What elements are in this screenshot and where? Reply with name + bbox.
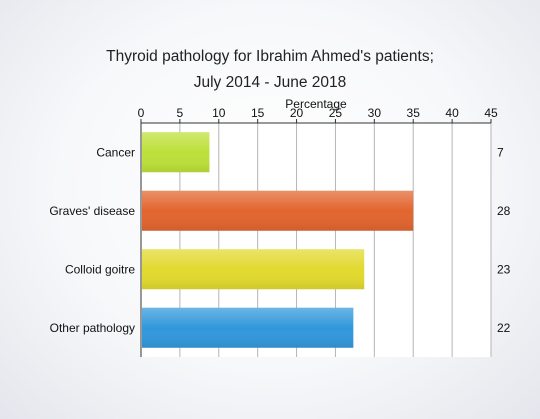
category-label: Colloid goitre bbox=[65, 262, 135, 276]
chart-title: Thyroid pathology for Ibrahim Ahmed's pa… bbox=[106, 48, 434, 65]
bar-shading bbox=[142, 249, 365, 290]
count-label: 22 bbox=[497, 321, 511, 335]
category-label: Cancer bbox=[96, 145, 135, 159]
x-tick-label: 0 bbox=[138, 106, 145, 120]
x-tick-label: 20 bbox=[290, 106, 304, 120]
count-label: 7 bbox=[497, 145, 504, 159]
x-tick-label: 40 bbox=[445, 106, 459, 120]
x-tick-label: 35 bbox=[407, 106, 421, 120]
category-label: Other pathology bbox=[50, 321, 135, 335]
bar-shading bbox=[142, 190, 414, 231]
bar-shading bbox=[142, 132, 210, 173]
x-tick-label: 30 bbox=[368, 106, 382, 120]
x-tick-label: 15 bbox=[251, 106, 265, 120]
chart-subtitle: July 2014 - June 2018 bbox=[193, 74, 347, 91]
x-tick-label: 25 bbox=[329, 106, 343, 120]
x-tick-label: 45 bbox=[484, 106, 498, 120]
count-label: 23 bbox=[497, 262, 511, 276]
count-label: 28 bbox=[497, 204, 511, 218]
x-axis-label: Percentage bbox=[285, 97, 347, 111]
bar-shading bbox=[142, 307, 354, 348]
category-label: Graves' disease bbox=[49, 204, 135, 218]
x-tick-label: 5 bbox=[177, 106, 184, 120]
x-tick-label: 10 bbox=[212, 106, 226, 120]
